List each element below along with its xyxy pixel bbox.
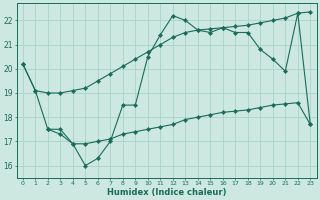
- X-axis label: Humidex (Indice chaleur): Humidex (Indice chaleur): [107, 188, 226, 197]
